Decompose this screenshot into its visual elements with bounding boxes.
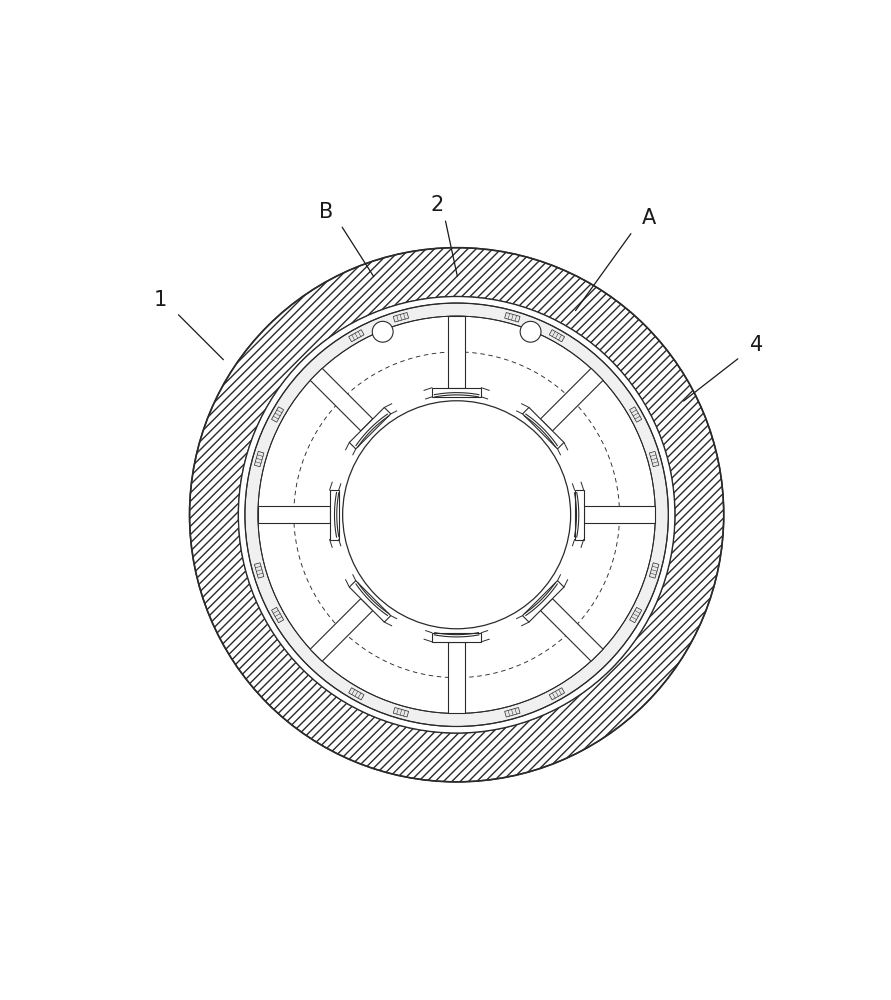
Polygon shape [650,451,659,467]
Polygon shape [310,368,372,431]
Text: 4: 4 [749,335,763,355]
Polygon shape [630,607,642,623]
Polygon shape [258,506,330,523]
Polygon shape [541,599,603,661]
Polygon shape [650,563,659,578]
Polygon shape [630,407,642,422]
Text: A: A [642,208,656,228]
Text: B: B [319,202,333,222]
Polygon shape [393,708,409,717]
Polygon shape [254,563,264,578]
Polygon shape [432,388,481,397]
Polygon shape [310,599,372,661]
Polygon shape [432,633,481,642]
Circle shape [520,321,541,342]
Polygon shape [549,688,565,700]
Polygon shape [575,490,584,540]
Text: 1: 1 [153,290,167,310]
Polygon shape [330,490,339,540]
Polygon shape [549,330,565,342]
Polygon shape [348,688,364,700]
Polygon shape [522,407,564,449]
Polygon shape [393,313,409,322]
Polygon shape [504,708,520,717]
Polygon shape [448,642,465,713]
Polygon shape [522,581,564,622]
Circle shape [372,321,393,342]
Polygon shape [541,368,603,431]
Polygon shape [348,330,364,342]
Circle shape [343,401,570,629]
Text: 2: 2 [430,195,444,215]
Polygon shape [349,581,391,622]
Polygon shape [504,313,520,322]
Polygon shape [584,506,655,523]
Polygon shape [254,451,264,467]
Polygon shape [272,407,283,422]
Circle shape [239,297,674,733]
Polygon shape [272,607,283,623]
Polygon shape [448,316,465,388]
Polygon shape [349,407,391,449]
